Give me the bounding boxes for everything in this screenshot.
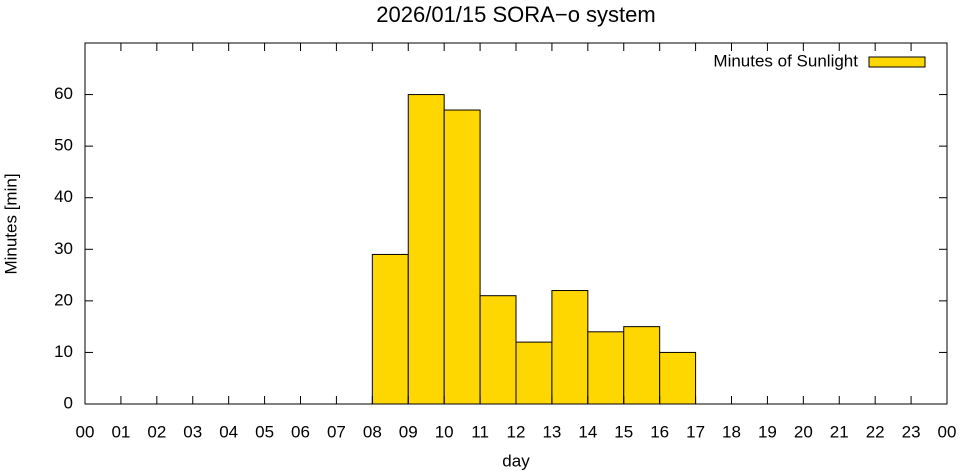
x-tick-label: 14 <box>578 422 597 441</box>
bar <box>623 326 661 405</box>
x-tick-label: 16 <box>650 422 669 441</box>
x-axis-label: day <box>502 451 530 470</box>
y-tick-label: 30 <box>54 239 73 258</box>
x-tick-label: 07 <box>327 422 346 441</box>
legend-swatch <box>868 56 926 68</box>
x-tick-label: 13 <box>542 422 561 441</box>
x-tick-label: 00 <box>76 422 95 441</box>
bar <box>515 341 553 405</box>
x-tick-label: 17 <box>686 422 705 441</box>
y-tick-label: 20 <box>54 290 73 309</box>
x-tick-label: 10 <box>435 422 454 441</box>
bar <box>407 94 445 405</box>
x-tick-label: 01 <box>111 422 130 441</box>
bar <box>587 331 625 405</box>
x-tick-label: 08 <box>363 422 382 441</box>
y-tick-label: 60 <box>54 84 73 103</box>
bar <box>371 253 409 405</box>
x-tick-label: 02 <box>147 422 166 441</box>
y-tick-label: 0 <box>64 393 73 412</box>
x-tick-label: 22 <box>866 422 885 441</box>
x-tick-label: 18 <box>722 422 741 441</box>
x-tick-label: 06 <box>291 422 310 441</box>
bar <box>659 351 697 405</box>
x-tick-label: 15 <box>614 422 633 441</box>
legend-label: Minutes of Sunlight <box>713 51 858 70</box>
x-tick-label: 05 <box>255 422 274 441</box>
y-axis-label: Minutes [min] <box>1 173 20 274</box>
x-tick-label: 00 <box>938 422 957 441</box>
bar <box>443 109 481 405</box>
x-tick-label: 20 <box>794 422 813 441</box>
bar <box>551 290 589 405</box>
chart-title: 2026/01/15 SORA−o system <box>376 2 655 27</box>
x-tick-label: 03 <box>183 422 202 441</box>
x-tick-label: 23 <box>902 422 921 441</box>
y-tick-label: 50 <box>54 136 73 155</box>
x-tick-label: 04 <box>219 422 238 441</box>
x-tick-label: 21 <box>830 422 849 441</box>
x-tick-label: 19 <box>758 422 777 441</box>
y-tick-label: 40 <box>54 187 73 206</box>
bar <box>479 295 517 405</box>
x-tick-label: 09 <box>399 422 418 441</box>
y-tick-label: 10 <box>54 342 73 361</box>
x-tick-label: 11 <box>471 422 489 441</box>
x-tick-label: 12 <box>507 422 526 441</box>
